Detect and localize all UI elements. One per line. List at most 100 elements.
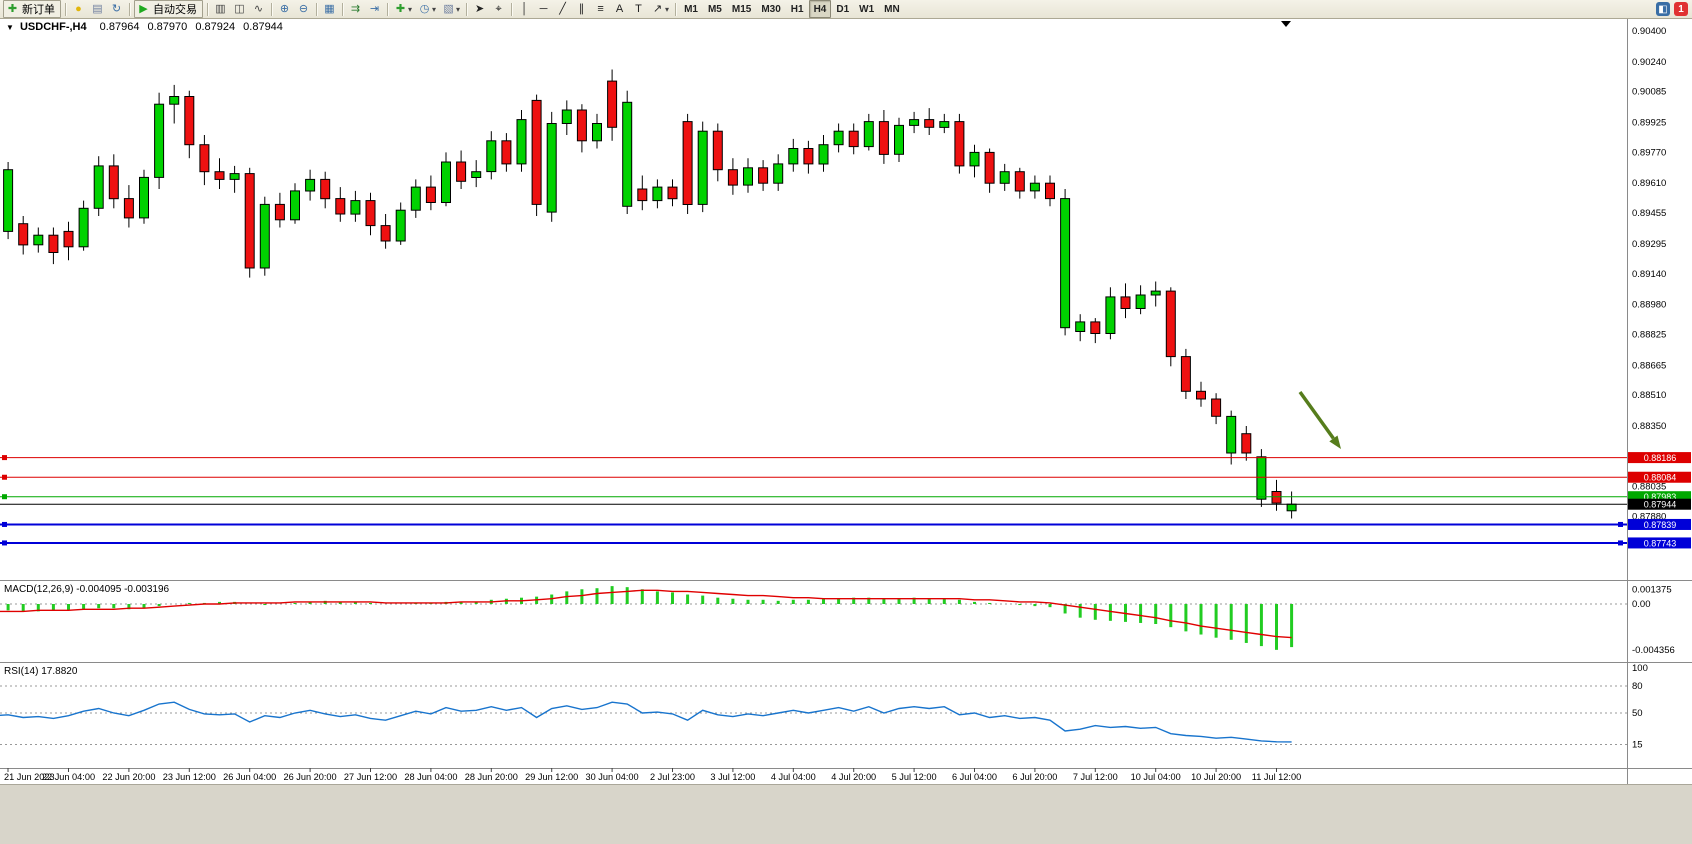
- chart-shift-button[interactable]: ⇥: [365, 0, 384, 18]
- toolbar-separator: [207, 2, 208, 16]
- horizontal-line-button[interactable]: ─: [534, 0, 553, 18]
- indicators-button[interactable]: ✚ ▾: [391, 0, 415, 18]
- text-label-button[interactable]: T: [629, 0, 648, 18]
- cursor-icon: ➤: [474, 2, 485, 15]
- autotrade-button[interactable]: ▶ 自动交易: [134, 0, 203, 18]
- svg-text:0.87880: 0.87880: [1632, 512, 1666, 523]
- arrow-styles-icon: ↗: [652, 2, 663, 15]
- toolbar-separator: [466, 2, 468, 16]
- timeframe-h4-button[interactable]: H4: [808, 0, 832, 18]
- zoom-in-icon: ⊕: [279, 2, 290, 15]
- text-button[interactable]: A: [610, 0, 629, 18]
- toolbar-separator: [65, 2, 66, 16]
- channel-button[interactable]: ∥: [572, 0, 591, 18]
- toolbar-separator: [271, 2, 272, 16]
- svg-text:0.87839: 0.87839: [1644, 520, 1677, 530]
- crosshair-icon: ⌖: [495, 2, 502, 15]
- svg-text:21 Jun 2023: 21 Jun 2023: [4, 772, 55, 782]
- printer-icon: ▤: [92, 2, 103, 15]
- trendline-button[interactable]: ╱: [553, 0, 572, 18]
- timeframe-m5-button[interactable]: M5: [707, 3, 722, 15]
- svg-text:29 Jun 12:00: 29 Jun 12:00: [525, 772, 578, 782]
- timeframe-m1-button[interactable]: M1: [684, 3, 698, 15]
- new-order-button[interactable]: ✚ 新订单: [3, 0, 61, 18]
- svg-text:100: 100: [1632, 663, 1648, 674]
- timeframe-w1-button[interactable]: W1: [859, 3, 875, 15]
- svg-text:26 Jun 04:00: 26 Jun 04:00: [223, 772, 276, 782]
- print-button[interactable]: ▤: [88, 0, 107, 18]
- svg-text:0.90085: 0.90085: [1632, 87, 1666, 98]
- svg-text:0.89140: 0.89140: [1632, 269, 1666, 280]
- periods-button[interactable]: ◷ ▾: [415, 0, 439, 18]
- svg-text:0.89770: 0.89770: [1632, 147, 1666, 158]
- refresh-icon: ↻: [111, 2, 122, 15]
- vertical-line-button[interactable]: │: [515, 0, 534, 18]
- svg-text:0.87983: 0.87983: [1644, 492, 1677, 502]
- autotrade-icon: ▶: [139, 2, 148, 15]
- svg-text:2 Jul 23:00: 2 Jul 23:00: [650, 772, 695, 782]
- timeframe-mn-button[interactable]: MN: [884, 3, 900, 15]
- svg-text:0.00: 0.00: [1632, 599, 1651, 610]
- svg-text:0.90400: 0.90400: [1632, 26, 1666, 37]
- svg-text:22 Jun 20:00: 22 Jun 20:00: [102, 772, 155, 782]
- toolbar-separator: [511, 2, 513, 16]
- svg-text:27 Jun 12:00: 27 Jun 12:00: [344, 772, 397, 782]
- chart-background: [0, 18, 1692, 784]
- toolbar-groups: ✚ 新订单 ● ▤ ↻ ▶ 自动交易 ▥ ◫ ∿ ⊕ ⊖ ▦ ⇉ ⇥ ✚ ▾ ◷ ▾ ▧ ▾ ➤ ⌖ │ ─ ╱ ∥ ≡ A T ↗ ▾ M1 M…: [0, 0, 905, 18]
- equidistant-channel-icon: ∥: [578, 2, 585, 15]
- svg-text:0.88510: 0.88510: [1632, 390, 1666, 401]
- svg-text:0.88825: 0.88825: [1632, 329, 1666, 340]
- timeframe-m15-button[interactable]: M15: [731, 3, 752, 15]
- svg-text:7 Jul 12:00: 7 Jul 12:00: [1073, 772, 1118, 782]
- toolbar-separator: [342, 2, 343, 16]
- svg-text:0.88665: 0.88665: [1632, 360, 1666, 371]
- bar-chart-icon: ▥: [215, 2, 226, 15]
- text-icon: A: [615, 2, 624, 15]
- svg-text:50: 50: [1632, 708, 1643, 719]
- cursor-button[interactable]: ➤: [470, 0, 489, 18]
- svg-text:26 Jun 20:00: 26 Jun 20:00: [284, 772, 337, 782]
- fibonacci-button[interactable]: ≡: [591, 0, 610, 18]
- svg-text:10 Jul 20:00: 10 Jul 20:00: [1191, 772, 1241, 782]
- metaeditor-button[interactable]: ●: [69, 0, 88, 18]
- toolbar-separator: [129, 2, 130, 16]
- arrows-button[interactable]: ↗ ▾: [648, 0, 672, 18]
- notification-badge[interactable]: 1: [1674, 2, 1688, 16]
- vertical-line-icon: │: [521, 2, 528, 15]
- zoom-out-button[interactable]: ⊖: [294, 0, 313, 18]
- new-order-icon: ✚: [7, 2, 18, 15]
- zoom-in-button[interactable]: ⊕: [275, 0, 294, 18]
- fibonacci-icon: ≡: [597, 2, 604, 15]
- timeframe-d1-button[interactable]: D1: [836, 3, 850, 15]
- crosshair-button[interactable]: ⌖: [489, 0, 508, 18]
- horizontal-line-icon: ─: [539, 2, 548, 15]
- bottom-panel: [0, 784, 1692, 844]
- arrow-annotation[interactable]: [1298, 390, 1341, 449]
- rsi-panel: 100 80 50 15 RSI(14) 17.8820: [0, 663, 1648, 751]
- bar-chart-button[interactable]: ▥: [211, 0, 230, 18]
- svg-text:MACD(12,26,9) -0.004095 -0.003: MACD(12,26,9) -0.004095 -0.003196: [4, 584, 170, 595]
- svg-text:80: 80: [1632, 681, 1643, 692]
- template-icon: ▧: [443, 2, 454, 15]
- line-chart-button[interactable]: ∿: [249, 0, 268, 18]
- tile-windows-icon: ▦: [324, 2, 335, 15]
- tile-windows-button[interactable]: ▦: [320, 0, 339, 18]
- macd-panel: 0.001375 0.00 -0.004356 MACD(12,26,9) -0.00…: [0, 584, 1675, 656]
- autoscroll-button[interactable]: ⇉: [346, 0, 365, 18]
- timeframe-h1-button[interactable]: H1: [790, 3, 804, 15]
- toolbar-separator: [675, 2, 677, 16]
- svg-text:0.87944: 0.87944: [1644, 500, 1677, 510]
- chart-shift-icon: ⇥: [369, 2, 380, 15]
- chevron-down-icon: ▾: [432, 4, 437, 14]
- chat-button[interactable]: ◧: [1656, 2, 1670, 16]
- svg-text:28 Jun 04:00: 28 Jun 04:00: [404, 772, 457, 782]
- refresh-button[interactable]: ↻: [107, 0, 126, 18]
- timeframe-m30-button[interactable]: M30: [761, 3, 781, 15]
- svg-text:0.89925: 0.89925: [1632, 118, 1666, 129]
- svg-text:30 Jun 04:00: 30 Jun 04:00: [586, 772, 639, 782]
- candlestick-chart-button[interactable]: ◫: [230, 0, 249, 18]
- templates-button[interactable]: ▧ ▾: [439, 0, 463, 18]
